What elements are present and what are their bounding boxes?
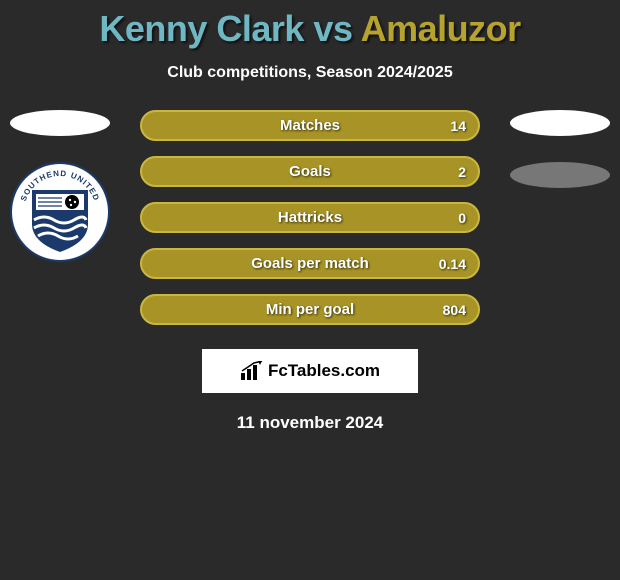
stat-label: Goals per match: [251, 255, 369, 272]
stat-bar: Goals 2: [140, 156, 480, 187]
stat-value-right: 804: [443, 302, 466, 318]
player1-club-badge-wrap: SOUTHEND UNITED: [0, 162, 120, 262]
title-vs: vs: [313, 8, 352, 49]
title-player1: Kenny Clark: [99, 8, 304, 49]
stat-label: Hattricks: [278, 209, 342, 226]
subtitle: Club competitions, Season 2024/2025: [0, 64, 620, 82]
brand-text: FcTables.com: [268, 361, 380, 381]
stat-label: Min per goal: [266, 301, 354, 318]
stat-bar: Hattricks 0: [140, 202, 480, 233]
stat-bar: Matches 14: [140, 110, 480, 141]
date-line: 11 november 2024: [0, 413, 620, 433]
club-badge-icon: SOUTHEND UNITED: [10, 162, 110, 262]
right-column: [500, 110, 620, 188]
title-player2: Amaluzor: [361, 8, 521, 49]
brand-box[interactable]: FcTables.com: [202, 349, 418, 393]
stat-value-right: 14: [450, 118, 466, 134]
stat-bar: Goals per match 0.14: [140, 248, 480, 279]
compare-area: SOUTHEND UNITED Matches 14 Goals 2 Hattricks…: [0, 110, 620, 325]
left-column: SOUTHEND UNITED: [0, 110, 120, 262]
stat-value-right: 0: [458, 210, 466, 226]
brand-inner: FcTables.com: [240, 361, 380, 381]
stat-bar: Min per goal 804: [140, 294, 480, 325]
page-title: Kenny Clark vs Amaluzor: [0, 0, 620, 50]
chart-icon: [240, 361, 264, 381]
player2-avatar-ellipse: [510, 110, 610, 136]
player1-avatar-ellipse: [10, 110, 110, 136]
stat-bars: Matches 14 Goals 2 Hattricks 0 Goals per match…: [140, 110, 480, 325]
stat-value-right: 0.14: [439, 256, 466, 272]
stat-label: Goals: [289, 163, 331, 180]
stat-label: Matches: [280, 117, 340, 134]
stat-value-right: 2: [458, 164, 466, 180]
player2-club-ellipse: [510, 162, 610, 188]
